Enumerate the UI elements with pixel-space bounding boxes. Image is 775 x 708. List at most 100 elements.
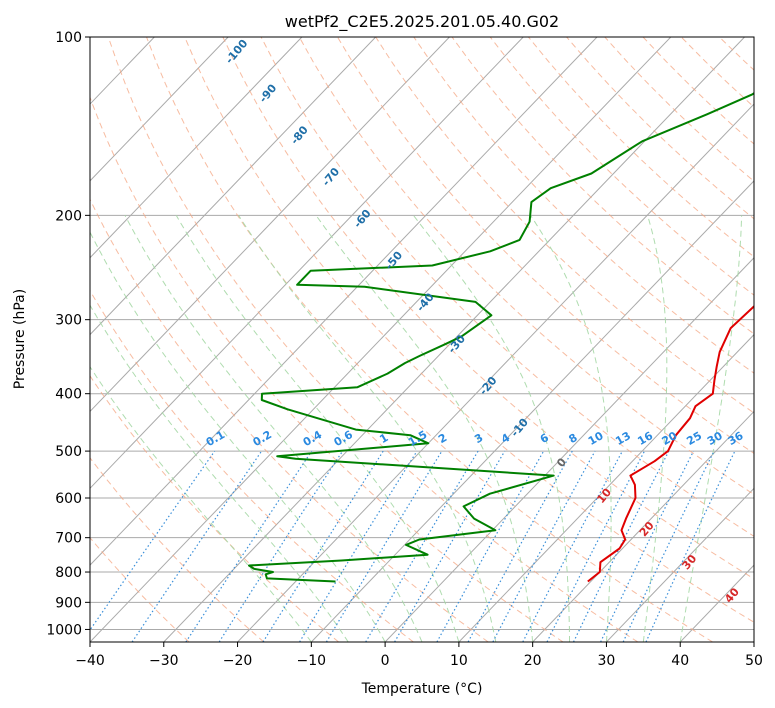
x-axis-label: Temperature (°C) — [361, 681, 483, 697]
dry-adiabat-line — [146, 37, 713, 642]
moist-adiabat-line — [124, 215, 423, 642]
isotherm-line — [384, 257, 754, 642]
dry-adiabat-label: -50 — [382, 249, 405, 273]
mixing-ratio-line — [218, 450, 344, 642]
moist-adiabat-label: 30 — [680, 552, 700, 572]
x-tick-label: 50 — [745, 653, 763, 669]
dry-adiabat-line — [680, 37, 754, 108]
moist-adiabat-line — [679, 215, 743, 642]
mixing-ratio-label: 20 — [660, 429, 680, 448]
isotherm-line — [90, 37, 450, 413]
dry-adiabat-line — [298, 37, 754, 496]
y-tick-label: 600 — [55, 491, 82, 507]
mixing-ratio-label: 0.1 — [204, 428, 227, 449]
isotherm-line — [90, 37, 672, 642]
moist-adiabat-line — [413, 214, 571, 642]
mixing-ratio-line — [262, 450, 384, 642]
chart-title: wetPf2_C2E5.2025.201.05.40.G02 — [285, 12, 559, 32]
mixing-ratio-label: 0.2 — [251, 428, 274, 449]
mixing-ratio-line — [546, 450, 646, 642]
x-tick-label: −30 — [149, 653, 179, 669]
dry-adiabat-label: -100 — [223, 37, 251, 67]
x-tick-label: −40 — [75, 653, 105, 669]
moist-adiabat-label: 10 — [594, 486, 614, 506]
dry-adiabat-line — [758, 37, 775, 642]
moist-adiabat-line — [90, 231, 386, 642]
dry-adiabat-label: -80 — [288, 123, 311, 147]
mixing-ratio-label: 3 — [472, 431, 485, 446]
isotherm-line — [606, 487, 754, 642]
moist-adiabat-label: 20 — [637, 519, 657, 539]
mixing-ratio-line — [645, 450, 736, 642]
y-tick-label: 400 — [55, 387, 82, 403]
dry-adiabat-line — [107, 37, 639, 642]
mixing-ratio-label: 25 — [684, 429, 704, 448]
y-tick-label: 700 — [55, 531, 82, 547]
dry-adiabat-line — [90, 96, 564, 642]
x-tick-label: −20 — [223, 653, 253, 669]
moist-adiabats — [90, 214, 743, 642]
moist-adiabat-line — [90, 365, 312, 642]
y-tick-label: 900 — [55, 595, 82, 611]
dry-adiabat-line — [222, 37, 754, 580]
y-tick-label: 300 — [55, 313, 82, 329]
dry-adiabat-line — [260, 37, 754, 537]
x-tick-label: −10 — [297, 653, 327, 669]
mixing-ratio-label: 13 — [613, 429, 633, 448]
isotherm-lines — [0, 37, 754, 642]
pressure-gridlines — [90, 37, 754, 630]
x-tick-label: 30 — [598, 653, 616, 669]
mixing-ratio-label: 8 — [566, 431, 579, 446]
isotherm-line — [237, 103, 754, 642]
mixing-ratio-line — [325, 450, 443, 642]
y-tick-label: 200 — [55, 208, 82, 224]
dry-adiabat-line — [375, 37, 754, 414]
y-axis-label: Pressure (hPa) — [12, 289, 28, 389]
moist-adiabat-line — [642, 215, 668, 642]
dry-adiabat-line — [451, 37, 754, 335]
y-tick-label: 100 — [55, 30, 82, 46]
mixing-ratio-line — [492, 450, 596, 642]
mixing-ratio-label: 16 — [635, 429, 655, 448]
x-tick-label: 10 — [450, 653, 468, 669]
mixing-ratio-line — [467, 450, 573, 642]
plot-area: -100-90-80-70-60-50-40-30-20-10010203040… — [0, 37, 775, 642]
x-tick-label: 0 — [381, 653, 390, 669]
isotherm-line — [90, 37, 524, 490]
moist-adiabat-line — [238, 215, 497, 642]
sounding-profiles — [248, 91, 754, 583]
dewpoint-profile-line — [248, 91, 754, 583]
mixing-ratio-line — [185, 450, 313, 642]
isotherm-line — [679, 564, 754, 642]
dry-adiabat-line — [718, 37, 754, 71]
x-tick-label: 20 — [524, 653, 542, 669]
mixing-ratio-label: 10 — [586, 429, 606, 448]
mixing-ratio-label: 0.4 — [301, 428, 325, 449]
isotherm-line — [90, 37, 598, 566]
mixing-ratio-label: 6 — [538, 431, 551, 446]
dry-adiabat-line — [184, 37, 754, 623]
x-axis: −40 −30 −20 −10 0 10 20 30 40 50 — [75, 642, 763, 669]
dry-adiabat-line — [413, 37, 754, 374]
y-tick-label: 1000 — [46, 622, 82, 638]
moist-adiabat-line — [315, 215, 534, 642]
mixing-ratio-line — [90, 450, 216, 632]
dry-adiabat-label: -90 — [257, 81, 280, 105]
dry-adiabat-label: -30 — [445, 332, 468, 356]
dry-adiabat-line — [90, 289, 414, 642]
isotherm-line — [90, 37, 303, 259]
moist-adiabat-line — [530, 215, 612, 642]
isotherm-line — [90, 37, 229, 182]
dry-adiabat-line — [566, 37, 754, 220]
x-tick-label: 40 — [671, 653, 689, 669]
dry-adiabat-line — [337, 37, 754, 454]
plot-frame — [89, 36, 755, 643]
y-tick-label: 500 — [55, 444, 82, 460]
mixing-ratio-line — [572, 450, 670, 642]
isotherm-line — [0, 37, 7, 642]
dry-adiabats — [90, 37, 775, 642]
isotherm-line — [753, 641, 754, 642]
dry-adiabat-line — [90, 198, 489, 642]
mixing-ratio-line — [436, 450, 545, 642]
